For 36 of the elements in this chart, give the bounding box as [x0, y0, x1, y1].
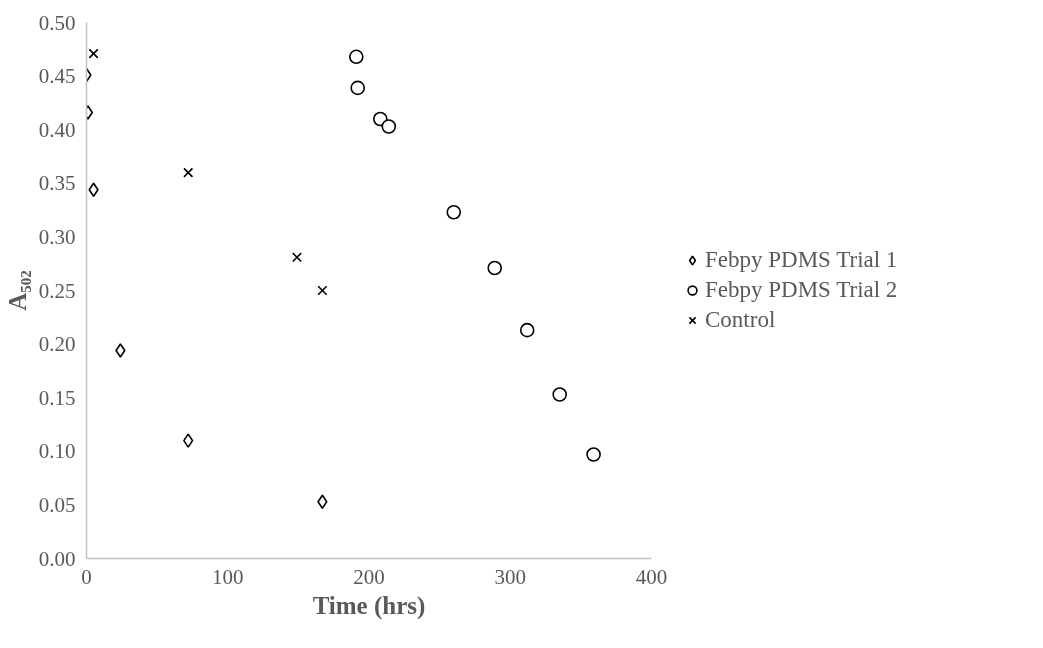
x-tick-label: 300 — [494, 564, 526, 589]
y-tick-label: 0.45 — [38, 64, 76, 89]
x-axis-title: Time (hrs) — [312, 591, 426, 620]
point — [183, 167, 194, 178]
point — [88, 48, 99, 59]
legend-label: Control — [705, 307, 776, 333]
point — [519, 322, 535, 338]
y-tick-label: 0.20 — [38, 332, 76, 357]
legend-label: Febpy PDMS Trial 1 — [705, 247, 898, 273]
x-tick-label: 0 — [81, 564, 92, 589]
x-tick-label: 400 — [635, 564, 668, 589]
y-axis-title: A₅₀₂ — [3, 270, 31, 311]
point — [586, 447, 601, 462]
y-tick-label: 0.35 — [38, 171, 76, 196]
y-tick-label: 0.05 — [38, 492, 76, 517]
point — [381, 119, 397, 134]
point — [348, 49, 364, 65]
point — [350, 80, 365, 96]
legend-label: Febpy PDMS Trial 2 — [705, 277, 898, 303]
y-tick-label: 0.25 — [38, 278, 76, 303]
point — [291, 252, 303, 263]
point — [487, 260, 503, 276]
point — [446, 204, 462, 220]
y-tick-label: 0.50 — [38, 10, 76, 35]
point — [317, 494, 328, 509]
y-tick-label: 0.00 — [38, 546, 76, 571]
y-tick-label: 0.40 — [38, 117, 76, 142]
point — [183, 433, 194, 448]
point — [552, 387, 567, 402]
x-tick-label: 100 — [212, 564, 244, 589]
y-tick-label: 0.15 — [38, 385, 76, 410]
y-tick-label: 0.10 — [38, 439, 76, 464]
x-tick-label: 200 — [353, 564, 385, 589]
y-tick-label: 0.30 — [38, 224, 76, 249]
point — [115, 343, 126, 358]
point — [317, 285, 328, 296]
